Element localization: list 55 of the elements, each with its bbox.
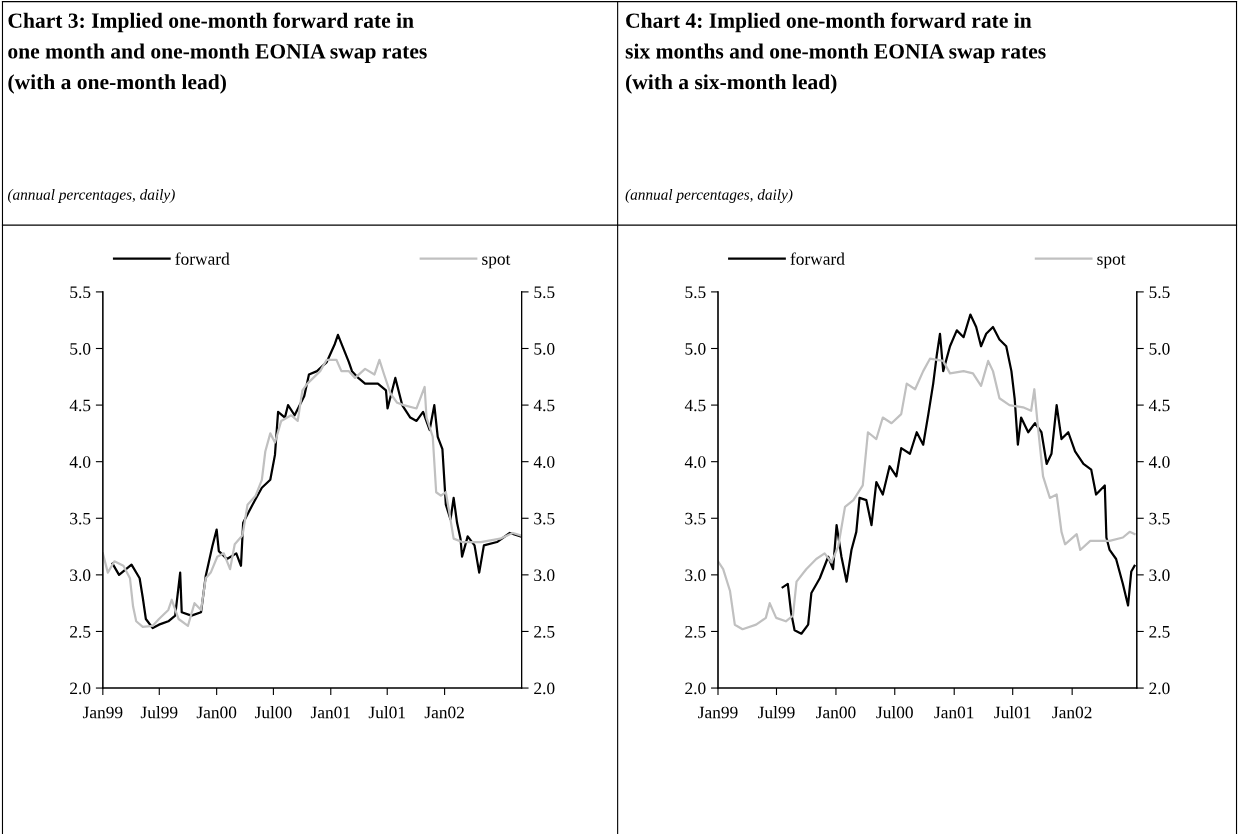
x-tick-label: Jan99 [82, 706, 123, 719]
legend-label: spot [1097, 254, 1126, 269]
y-tick-label: 3.5 [70, 512, 91, 525]
chart-title: Chart 3: Implied one-month forward rate in one month and one-month EONIA swap rates (with a one-month lead) [8, 12, 427, 94]
x-tick-label: Jan99 [698, 706, 738, 719]
x-tick-label: Jul00 [254, 706, 292, 719]
y2-tick-label: 5.0 [534, 342, 555, 355]
y-tick-label: 2.5 [685, 625, 706, 638]
y-tick-label: 2.5 [70, 625, 91, 638]
chart-subtitle: (annual percentages, daily) [7, 189, 175, 203]
x-tick-label: Jan01 [934, 706, 974, 719]
y2-tick-label: 3.5 [1149, 512, 1170, 525]
y2-tick-label: 5.0 [1149, 342, 1170, 355]
y2-tick-label: 2.0 [1149, 682, 1170, 695]
y2-tick-label: 5.5 [534, 286, 555, 299]
y-tick-label: 5.0 [70, 342, 91, 355]
y-tick-label: 5.5 [70, 286, 91, 299]
x-tick-label: Jul00 [876, 706, 913, 719]
x-tick-label: Jan00 [196, 706, 237, 719]
chart-subtitle: (annual percentages, daily) [625, 189, 793, 203]
y-tick-label: 2.0 [70, 682, 91, 695]
legend-label: forward [175, 252, 230, 265]
y-tick-label: 4.0 [69, 456, 91, 468]
y-tick-label: 3.0 [70, 569, 91, 582]
y-tick-label: 4.5 [69, 399, 91, 412]
y2-tick-label: 4.5 [533, 399, 555, 412]
y-tick-label: 5.5 [685, 286, 706, 299]
y2-tick-label: 3.5 [534, 512, 555, 525]
y2-tick-label: 4.0 [1148, 456, 1170, 468]
x-tick-label: Jan02 [424, 706, 464, 719]
x-tick-label: Jan01 [310, 706, 350, 719]
x-tick-label: Jan02 [1052, 706, 1092, 719]
y2-tick-label: 2.0 [534, 682, 555, 695]
y2-tick-label: 3.0 [534, 569, 555, 582]
x-tick-label: Jul01 [368, 706, 405, 719]
x-tick-label: Jan00 [816, 706, 856, 719]
chart-title: Chart 4: Implied one-month forward rate in six months and one-month EONIA swap rates (with a six-month lead) [625, 12, 1046, 94]
y2-tick-label: 5.5 [1149, 286, 1170, 299]
y-tick-label: 3.0 [685, 569, 706, 582]
y2-tick-label: 3.0 [1149, 569, 1170, 582]
legend-label: spot [482, 254, 511, 269]
y-tick-label: 4.5 [684, 399, 706, 412]
legend-label: forward [790, 252, 845, 265]
x-tick-label: Jul99 [758, 706, 795, 719]
y2-tick-label: 4.0 [533, 456, 555, 468]
x-tick-label: Jul01 [994, 706, 1031, 719]
y2-tick-label: 2.5 [1149, 625, 1170, 638]
line-series [718, 357, 1136, 631]
y-tick-label: 3.5 [685, 512, 706, 525]
y2-tick-label: 2.5 [534, 625, 555, 638]
x-tick-label: Jul99 [140, 706, 178, 719]
y-tick-label: 2.0 [685, 682, 706, 695]
y-tick-label: 5.0 [685, 342, 706, 355]
y-tick-label: 4.0 [684, 456, 706, 468]
y2-tick-label: 4.5 [1148, 399, 1170, 412]
